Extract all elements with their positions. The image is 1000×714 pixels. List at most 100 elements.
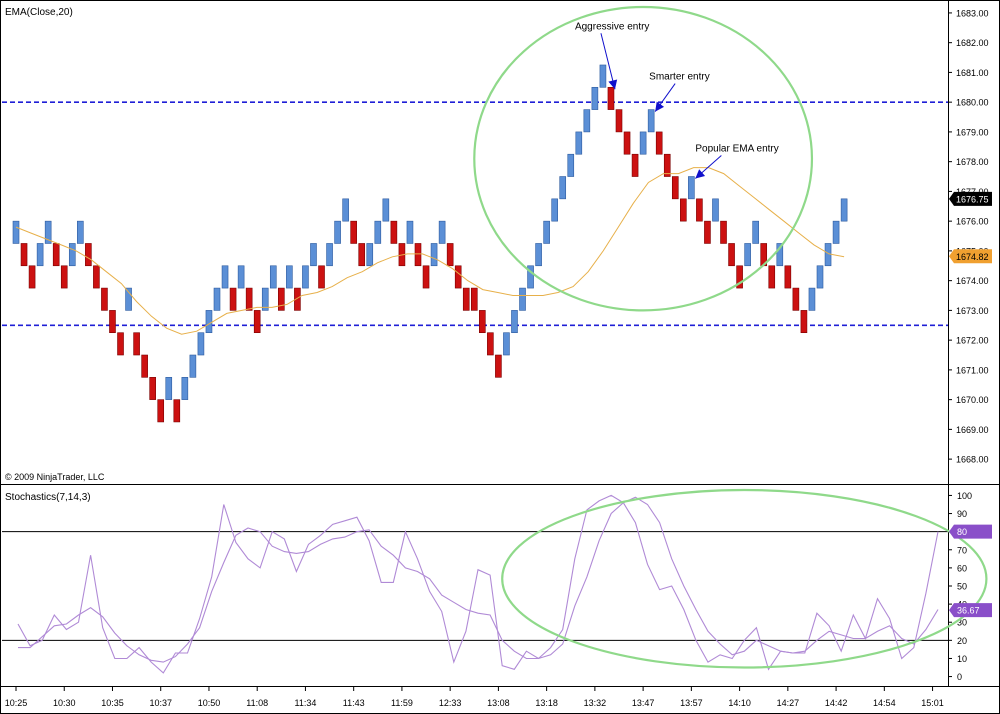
renko-brick-down [623,131,631,155]
renko-brick-down [133,332,140,356]
stochastics-tick-label: 10 [957,654,967,664]
annotation-arrow-head [655,101,665,112]
time-tick-label: 13:08 [487,698,510,708]
renko-brick-up [527,265,534,289]
stochastics-lines [17,494,939,674]
annotation-arrow-head [608,79,618,90]
renko-brick-up [44,220,52,244]
renko-brick-down [671,176,679,200]
price-tick-label: 1676.00 [956,217,989,227]
time-tick-label: 11:34 [295,698,317,708]
price-tick-label: 1681.00 [956,68,989,78]
annotation-arrow-line [600,33,616,90]
price-tick-label: 1679.00 [956,127,989,137]
last-price-label: 1676.75 [956,194,989,204]
renko-brick-down [109,310,116,334]
renko-brick-up [551,198,558,222]
renko-brick-up [688,176,695,200]
renko-brick-up [744,243,751,267]
time-tick-label: 10:30 [53,698,76,708]
renko-brick-up [213,287,221,311]
annotation-arrow-head [695,169,706,179]
price-panel-title: EMA(Close,20) [5,7,73,18]
stochastics-panel-title: Stochastics(7,14,3) [5,492,91,503]
renko-brick-up [68,243,76,267]
renko-brick-up [310,243,317,267]
overbought-marker-label: 80 [957,527,967,537]
renko-brick-down [495,354,502,378]
renko-brick-up [237,265,245,289]
renko-brick-up [575,131,583,155]
time-tick-label: 13:18 [535,698,558,708]
renko-brick-up [559,176,567,200]
stochastics-tick-label: 70 [957,545,967,555]
price-tick-label: 1669.00 [956,425,989,435]
annotation-label: Aggressive entry [575,21,649,32]
renko-brick-down [736,265,743,289]
ema-last-tag [949,249,992,264]
renko-brick-up [824,243,832,267]
renko-brick-up [511,310,518,334]
renko-brick-down [728,243,735,267]
renko-brick-up [840,198,848,222]
renko-brick-down [784,265,792,289]
renko-brick-up [12,220,20,244]
renko-brick-up [125,287,132,311]
time-tick-label: 11:08 [246,698,268,708]
stochastics-markers: 80 36.67 [949,524,992,618]
renko-bricks [12,64,848,423]
time-tick-label: 14:54 [873,698,896,708]
renko-brick-up [181,377,189,400]
horizontal-levels [2,101,948,327]
stochastics-tick-label: 0 [957,672,962,682]
renko-brick-down [390,220,398,244]
copyright-label: © 2009 NinjaTrader, LLC [5,472,105,482]
renko-brick-up [286,265,293,289]
stochastics-panel: Stochastics(7,14,3) 01020304050607080901… [2,488,992,682]
renko-brick-up [535,243,542,267]
renko-brick-up [261,287,269,311]
renko-brick-up [599,64,607,88]
renko-brick-down [52,243,60,267]
renko-brick-down [60,265,68,289]
renko-brick-down [85,243,92,267]
renko-brick-down [278,287,285,311]
price-tick-label: 1674.00 [956,276,989,286]
renko-brick-up [808,287,816,311]
stochastics-tick-label: 30 [957,618,967,628]
renko-brick-down [655,131,663,155]
renko-brick-down [680,198,687,222]
renko-brick-down [20,243,28,267]
renko-brick-down [792,287,800,311]
time-tick-label: 14:27 [777,698,800,708]
renko-brick-down [101,287,108,311]
time-tick-label: 14:10 [728,698,751,708]
renko-brick-down [462,287,470,311]
renko-brick-up [334,220,341,244]
time-tick-label: 13:47 [632,698,655,708]
price-tick-label: 1671.00 [956,365,989,375]
renko-brick-up [406,220,414,244]
renko-brick-down [704,220,711,244]
time-tick-label: 10:37 [149,698,172,708]
renko-brick-up [712,198,719,222]
time-tick-label: 11:43 [343,698,365,708]
renko-brick-down [800,310,808,334]
renko-brick-up [302,265,309,289]
renko-brick-down [479,310,486,334]
time-tick-label: 15:01 [921,698,944,708]
renko-brick-up [221,265,229,289]
highlight-ellipse-price [473,5,814,312]
time-tick-label: 10:25 [5,698,28,708]
renko-brick-up [165,377,173,400]
renko-brick-up [438,220,446,244]
overbought-marker-tag [949,524,992,539]
price-tick-label: 1668.00 [956,455,989,465]
renko-brick-down [117,332,124,356]
price-markers: 1676.75 1674.82 [949,191,992,264]
renko-brick-down [663,153,671,177]
renko-brick-up [639,131,647,155]
renko-brick-down [414,243,422,267]
price-tick-label: 1678.00 [956,157,989,167]
time-tick-label: 10:35 [101,698,124,708]
